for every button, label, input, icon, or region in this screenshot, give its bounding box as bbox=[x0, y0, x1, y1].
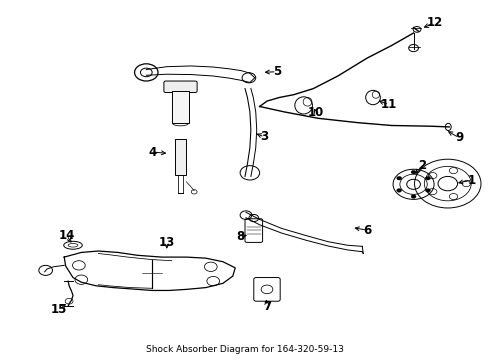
Text: 1: 1 bbox=[468, 174, 476, 186]
Text: 14: 14 bbox=[58, 229, 75, 242]
Text: 7: 7 bbox=[263, 300, 271, 313]
Text: 11: 11 bbox=[381, 98, 397, 111]
Circle shape bbox=[397, 176, 402, 180]
Text: 8: 8 bbox=[236, 230, 244, 243]
Circle shape bbox=[411, 195, 416, 198]
Text: 5: 5 bbox=[272, 65, 281, 78]
Circle shape bbox=[411, 170, 416, 174]
Text: 10: 10 bbox=[308, 106, 324, 119]
Text: 6: 6 bbox=[363, 224, 371, 237]
Text: 3: 3 bbox=[261, 130, 269, 144]
Circle shape bbox=[425, 176, 430, 180]
Circle shape bbox=[425, 189, 430, 192]
Bar bbox=[174, 139, 186, 175]
Circle shape bbox=[397, 189, 402, 192]
Bar bbox=[172, 91, 189, 123]
Text: 12: 12 bbox=[426, 17, 442, 30]
Text: 13: 13 bbox=[159, 236, 175, 249]
FancyBboxPatch shape bbox=[164, 81, 197, 93]
Text: 15: 15 bbox=[51, 303, 68, 316]
Text: 2: 2 bbox=[418, 159, 426, 172]
Text: Shock Absorber Diagram for 164-320-59-13: Shock Absorber Diagram for 164-320-59-13 bbox=[146, 345, 344, 354]
Text: 9: 9 bbox=[455, 131, 463, 144]
Text: 4: 4 bbox=[148, 145, 156, 158]
